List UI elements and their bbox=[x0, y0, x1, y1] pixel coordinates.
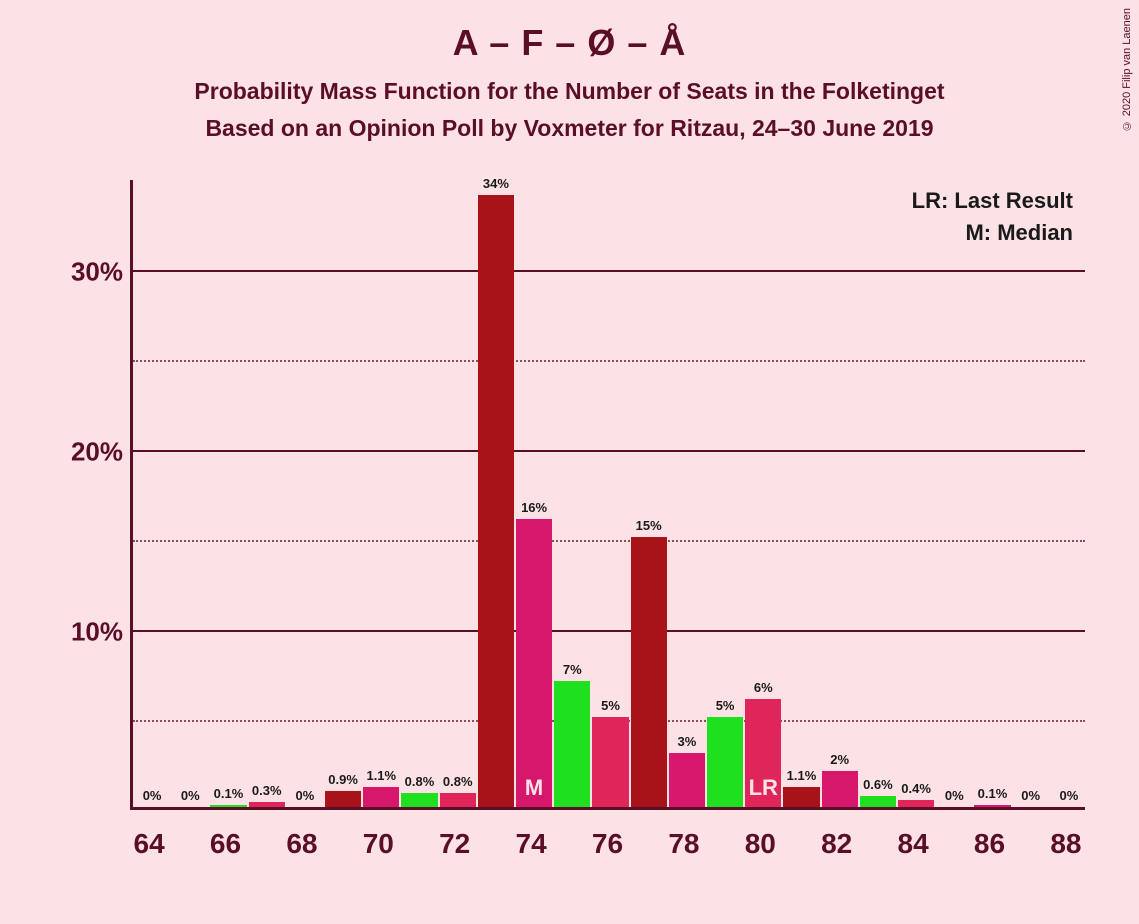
bars-container: 0%0%0.1%0.3%0%0.9%1.1%0.8%0.8%34%16%M7%5… bbox=[133, 180, 1085, 807]
chart-subtitle-2: Based on an Opinion Poll by Voxmeter for… bbox=[0, 105, 1139, 142]
bar-value-label: 1.1% bbox=[366, 768, 396, 787]
bar: 0.4% bbox=[898, 800, 934, 807]
y-tick-label: 20% bbox=[71, 437, 133, 468]
bar-value-label: 7% bbox=[563, 662, 582, 681]
bar: 2% bbox=[822, 771, 858, 807]
bar: 0.9% bbox=[325, 791, 361, 807]
copyright-text: © 2020 Filip van Laenen bbox=[1121, 8, 1133, 131]
bar: 5% bbox=[707, 717, 743, 807]
bar-value-label: 0.1% bbox=[978, 786, 1008, 805]
bar: 5% bbox=[592, 717, 628, 807]
bar-value-label: 0.1% bbox=[214, 786, 244, 805]
bar-value-label: 3% bbox=[677, 734, 696, 753]
bar: 0.1% bbox=[210, 805, 246, 807]
x-tick-label: 64 bbox=[134, 828, 165, 860]
x-tick-label: 80 bbox=[745, 828, 776, 860]
bar-value-label: 0% bbox=[295, 788, 314, 807]
bar: 0.8% bbox=[401, 793, 437, 807]
bar: 0.8% bbox=[440, 793, 476, 807]
bar-value-label: 0% bbox=[1021, 788, 1040, 807]
bar: 0.1% bbox=[974, 805, 1010, 807]
y-tick-label: 30% bbox=[71, 257, 133, 288]
bar: 16%M bbox=[516, 519, 552, 807]
bar: 3% bbox=[669, 753, 705, 807]
bar-value-label: 0.9% bbox=[328, 772, 358, 791]
x-tick-label: 84 bbox=[898, 828, 929, 860]
bar-annotation: M bbox=[525, 775, 543, 801]
bar: 0.3% bbox=[249, 802, 285, 807]
bar-value-label: 16% bbox=[521, 500, 547, 519]
bar-value-label: 0.8% bbox=[405, 774, 435, 793]
x-tick-label: 66 bbox=[210, 828, 241, 860]
x-tick-label: 70 bbox=[363, 828, 394, 860]
x-tick-label: 76 bbox=[592, 828, 623, 860]
chart-area: LR: Last Result M: Median 10%20%30% 0%0%… bbox=[70, 180, 1085, 880]
bar-value-label: 0% bbox=[945, 788, 964, 807]
bar-value-label: 0.3% bbox=[252, 783, 282, 802]
bar: 1.1% bbox=[783, 787, 819, 807]
bar-value-label: 1.1% bbox=[787, 768, 817, 787]
bar-value-label: 0% bbox=[143, 788, 162, 807]
bar-value-label: 0.4% bbox=[901, 781, 931, 800]
bar-value-label: 6% bbox=[754, 680, 773, 699]
bar-value-label: 15% bbox=[636, 518, 662, 537]
bar-annotation: LR bbox=[749, 775, 778, 801]
bar: 34% bbox=[478, 195, 514, 807]
x-tick-label: 78 bbox=[668, 828, 699, 860]
bar-value-label: 0.8% bbox=[443, 774, 473, 793]
x-tick-label: 72 bbox=[439, 828, 470, 860]
chart-title: A – F – Ø – Å bbox=[0, 0, 1139, 64]
x-axis-labels: 64 66 68 70 72 74 76 78 80 82 84 86 88 bbox=[130, 820, 1085, 870]
x-tick-label: 74 bbox=[516, 828, 547, 860]
chart-subtitle-1: Probability Mass Function for the Number… bbox=[0, 64, 1139, 105]
bar: 7% bbox=[554, 681, 590, 807]
bar-value-label: 0% bbox=[181, 788, 200, 807]
x-tick-label: 88 bbox=[1050, 828, 1081, 860]
bar-value-label: 0.6% bbox=[863, 777, 893, 796]
bar-value-label: 5% bbox=[716, 698, 735, 717]
bar-value-label: 0% bbox=[1059, 788, 1078, 807]
bar: 6%LR bbox=[745, 699, 781, 807]
bar: 0.6% bbox=[860, 796, 896, 807]
plot-area: LR: Last Result M: Median 10%20%30% 0%0%… bbox=[130, 180, 1085, 810]
bar: 15% bbox=[631, 537, 667, 807]
bar: 1.1% bbox=[363, 787, 399, 807]
x-tick-label: 68 bbox=[286, 828, 317, 860]
x-tick-label: 82 bbox=[821, 828, 852, 860]
x-tick-label: 86 bbox=[974, 828, 1005, 860]
y-tick-label: 10% bbox=[71, 617, 133, 648]
bar-value-label: 34% bbox=[483, 176, 509, 195]
bar-value-label: 5% bbox=[601, 698, 620, 717]
bar-value-label: 2% bbox=[830, 752, 849, 771]
